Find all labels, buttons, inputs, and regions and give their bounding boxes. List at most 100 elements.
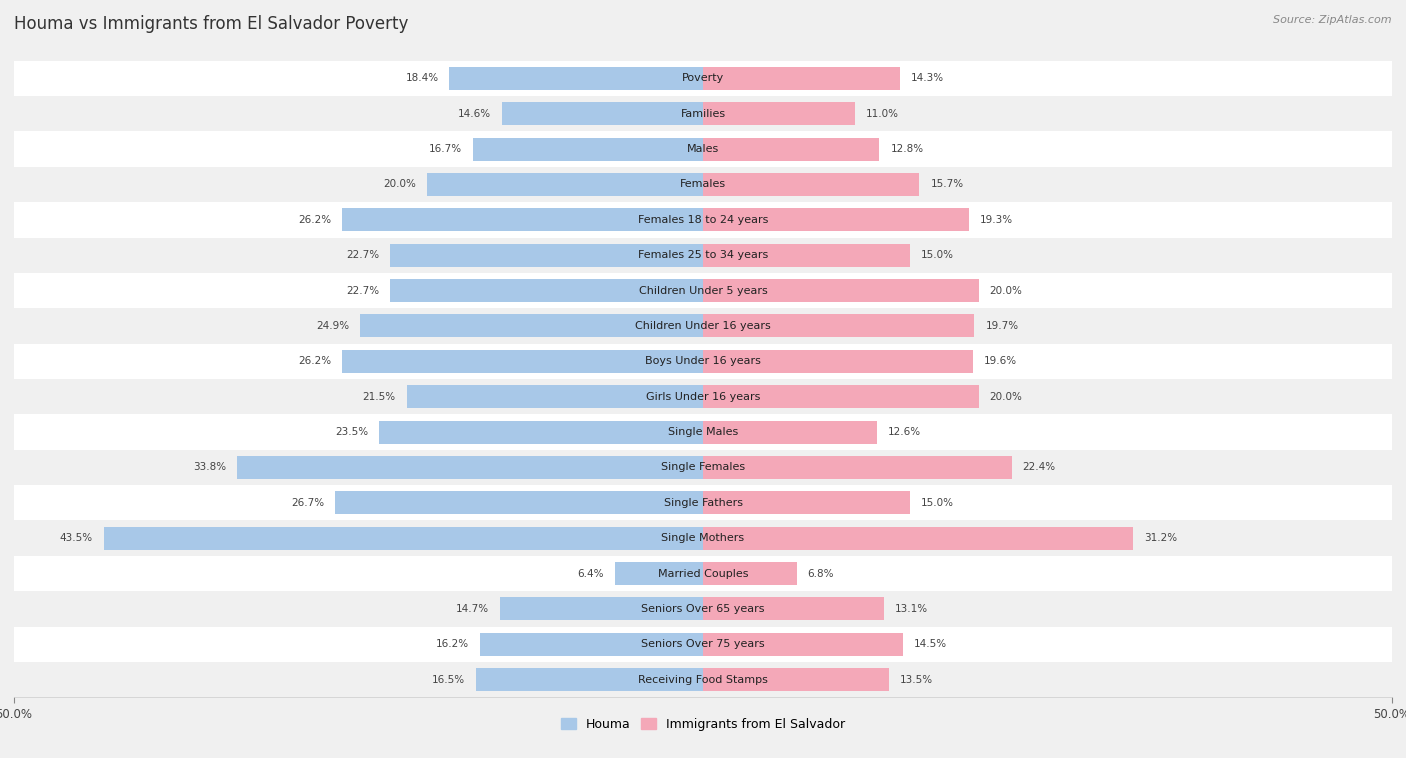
Text: 16.7%: 16.7%: [429, 144, 461, 154]
Bar: [475, 669, 703, 691]
Bar: [472, 138, 703, 161]
Text: 6.4%: 6.4%: [578, 568, 603, 578]
Text: 31.2%: 31.2%: [1144, 533, 1177, 543]
Bar: [14, 96, 1392, 131]
Bar: [14, 131, 1392, 167]
Bar: [703, 173, 920, 196]
Bar: [501, 597, 703, 620]
Text: Houma vs Immigrants from El Salvador Poverty: Houma vs Immigrants from El Salvador Pov…: [14, 15, 408, 33]
Text: Single Fathers: Single Fathers: [664, 498, 742, 508]
Text: 12.6%: 12.6%: [887, 427, 921, 437]
Bar: [14, 343, 1392, 379]
Text: Seniors Over 65 years: Seniors Over 65 years: [641, 604, 765, 614]
Bar: [14, 591, 1392, 627]
Bar: [703, 244, 910, 267]
Text: 14.3%: 14.3%: [911, 74, 945, 83]
Bar: [614, 562, 703, 585]
Text: 43.5%: 43.5%: [59, 533, 93, 543]
Text: 6.8%: 6.8%: [807, 568, 834, 578]
Bar: [406, 385, 703, 408]
Text: Males: Males: [688, 144, 718, 154]
Text: Source: ZipAtlas.com: Source: ZipAtlas.com: [1274, 15, 1392, 25]
Text: Families: Families: [681, 108, 725, 119]
Bar: [360, 315, 703, 337]
Text: 16.2%: 16.2%: [436, 639, 468, 650]
Bar: [238, 456, 703, 479]
Bar: [703, 597, 883, 620]
Bar: [14, 309, 1392, 343]
Text: 24.9%: 24.9%: [316, 321, 349, 331]
Bar: [703, 562, 797, 585]
Text: 11.0%: 11.0%: [866, 108, 898, 119]
Bar: [342, 208, 703, 231]
Bar: [104, 527, 703, 550]
Text: 22.4%: 22.4%: [1022, 462, 1056, 472]
Text: 19.3%: 19.3%: [980, 215, 1014, 225]
Bar: [14, 449, 1392, 485]
Bar: [703, 491, 910, 515]
Bar: [391, 244, 703, 267]
Text: 22.7%: 22.7%: [346, 250, 380, 260]
Text: 20.0%: 20.0%: [990, 392, 1022, 402]
Text: 26.7%: 26.7%: [291, 498, 323, 508]
Bar: [427, 173, 703, 196]
Bar: [703, 350, 973, 373]
Text: Girls Under 16 years: Girls Under 16 years: [645, 392, 761, 402]
Text: Receiving Food Stamps: Receiving Food Stamps: [638, 675, 768, 684]
Legend: Houma, Immigrants from El Salvador: Houma, Immigrants from El Salvador: [555, 713, 851, 736]
Text: Seniors Over 75 years: Seniors Over 75 years: [641, 639, 765, 650]
Text: 18.4%: 18.4%: [405, 74, 439, 83]
Bar: [14, 61, 1392, 96]
Text: 12.8%: 12.8%: [890, 144, 924, 154]
Text: 26.2%: 26.2%: [298, 215, 330, 225]
Text: 19.7%: 19.7%: [986, 321, 1018, 331]
Bar: [703, 385, 979, 408]
Bar: [380, 421, 703, 443]
Text: Females 25 to 34 years: Females 25 to 34 years: [638, 250, 768, 260]
Text: 22.7%: 22.7%: [346, 286, 380, 296]
Bar: [14, 662, 1392, 697]
Bar: [14, 379, 1392, 415]
Text: Married Couples: Married Couples: [658, 568, 748, 578]
Text: 15.7%: 15.7%: [931, 180, 963, 190]
Text: 21.5%: 21.5%: [363, 392, 395, 402]
Text: 14.5%: 14.5%: [914, 639, 946, 650]
Bar: [14, 627, 1392, 662]
Text: 14.6%: 14.6%: [458, 108, 491, 119]
Text: Poverty: Poverty: [682, 74, 724, 83]
Text: 15.0%: 15.0%: [921, 250, 953, 260]
Bar: [14, 167, 1392, 202]
Text: 19.6%: 19.6%: [984, 356, 1017, 366]
Bar: [14, 415, 1392, 449]
Text: 13.1%: 13.1%: [894, 604, 928, 614]
Bar: [342, 350, 703, 373]
Text: Single Males: Single Males: [668, 427, 738, 437]
Bar: [703, 421, 876, 443]
Bar: [14, 485, 1392, 521]
Text: 16.5%: 16.5%: [432, 675, 464, 684]
Text: 20.0%: 20.0%: [990, 286, 1022, 296]
Bar: [14, 237, 1392, 273]
Bar: [703, 315, 974, 337]
Bar: [703, 67, 900, 90]
Bar: [391, 279, 703, 302]
Bar: [703, 279, 979, 302]
Bar: [703, 102, 855, 125]
Text: 15.0%: 15.0%: [921, 498, 953, 508]
Text: 20.0%: 20.0%: [384, 180, 416, 190]
Text: 23.5%: 23.5%: [335, 427, 368, 437]
Bar: [14, 521, 1392, 556]
Bar: [703, 669, 889, 691]
Bar: [479, 633, 703, 656]
Text: 13.5%: 13.5%: [900, 675, 934, 684]
Bar: [450, 67, 703, 90]
Bar: [14, 556, 1392, 591]
Text: Children Under 5 years: Children Under 5 years: [638, 286, 768, 296]
Text: Boys Under 16 years: Boys Under 16 years: [645, 356, 761, 366]
Bar: [14, 202, 1392, 237]
Bar: [502, 102, 703, 125]
Bar: [703, 527, 1133, 550]
Text: Females 18 to 24 years: Females 18 to 24 years: [638, 215, 768, 225]
Bar: [14, 273, 1392, 309]
Text: 14.7%: 14.7%: [457, 604, 489, 614]
